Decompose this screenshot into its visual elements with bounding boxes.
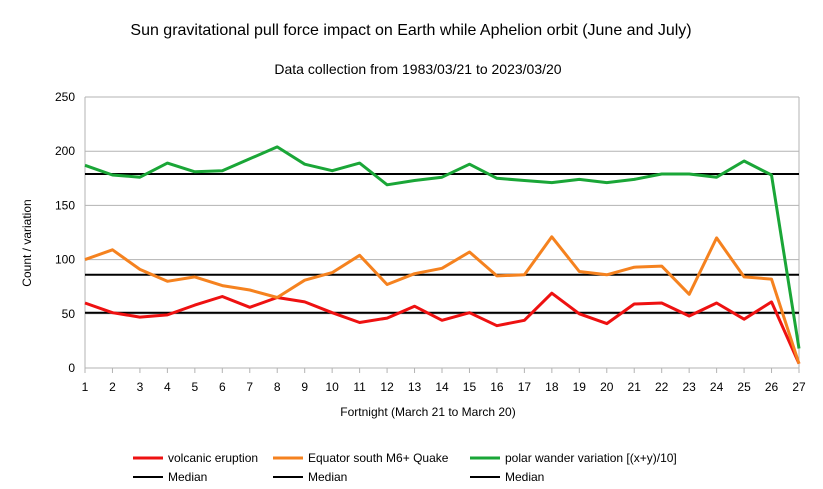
x-tick-label: 7 xyxy=(246,380,253,394)
x-tick-label: 25 xyxy=(737,380,751,394)
grid-lines xyxy=(84,96,800,373)
x-tick-label: 23 xyxy=(682,380,696,394)
x-tick-label: 27 xyxy=(792,380,806,394)
x-tick-label: 1 xyxy=(82,380,89,394)
x-tick-label: 16 xyxy=(490,380,504,394)
y-tick-label: 0 xyxy=(68,361,75,375)
y-tick-label: 250 xyxy=(55,90,75,104)
x-tick-label: 4 xyxy=(164,380,171,394)
x-tick-label: 22 xyxy=(655,380,669,394)
y-tick-label: 150 xyxy=(55,198,75,212)
x-tick-label: 5 xyxy=(192,380,199,394)
x-tick-label: 15 xyxy=(463,380,477,394)
y-axis-tick-labels: 0 50 100 150 200 250 xyxy=(55,90,75,375)
x-tick-label: 6 xyxy=(219,380,226,394)
legend-label: Median xyxy=(505,470,544,484)
y-tick-label: 200 xyxy=(55,144,75,158)
x-tick-label: 2 xyxy=(109,380,116,394)
chart-subtitle: Data collection from 1983/03/21 to 2023/… xyxy=(274,61,561,77)
series-line xyxy=(84,291,801,365)
x-tick-label: 13 xyxy=(408,380,422,394)
x-tick-label: 19 xyxy=(573,380,587,394)
x-tick-label: 14 xyxy=(435,380,449,394)
x-axis-tick-labels: 1 2 3 4 5 6 7 8 9 10 11 12 13 14 15 16 17 18 19 20 21 22 23 24 2… xyxy=(82,380,806,394)
series-line xyxy=(84,145,801,349)
legend-label: polar wander variation [(x+y)/10] xyxy=(505,451,677,465)
y-tick-label: 50 xyxy=(62,307,76,321)
x-tick-label: 12 xyxy=(380,380,394,394)
series-line xyxy=(84,235,801,365)
x-tick-label: 18 xyxy=(545,380,559,394)
legend-label: Median xyxy=(168,470,207,484)
legend: volcanic eruption Equator south M6+ Quake… xyxy=(133,451,677,484)
legend-label: volcanic eruption xyxy=(168,451,258,465)
x-tick-label: 10 xyxy=(325,380,339,394)
x-axis-label: Fortnight (March 21 to March 20) xyxy=(340,405,515,419)
x-tick-label: 11 xyxy=(353,380,366,394)
x-tick-label: 21 xyxy=(628,380,642,394)
x-tick-label: 26 xyxy=(765,380,779,394)
series-lines xyxy=(84,145,801,365)
y-tick-label: 100 xyxy=(55,253,75,267)
x-tick-label: 24 xyxy=(710,380,724,394)
y-axis-label: Count / variation xyxy=(20,199,34,286)
chart-title: Sun gravitational pull force impact on E… xyxy=(130,22,691,39)
x-tick-label: 8 xyxy=(274,380,281,394)
legend-label: Equator south M6+ Quake xyxy=(308,451,449,465)
legend-label: Median xyxy=(308,470,347,484)
x-tick-label: 17 xyxy=(518,380,532,394)
x-tick-label: 9 xyxy=(301,380,308,394)
x-tick-label: 3 xyxy=(137,380,144,394)
x-tick-label: 20 xyxy=(600,380,614,394)
